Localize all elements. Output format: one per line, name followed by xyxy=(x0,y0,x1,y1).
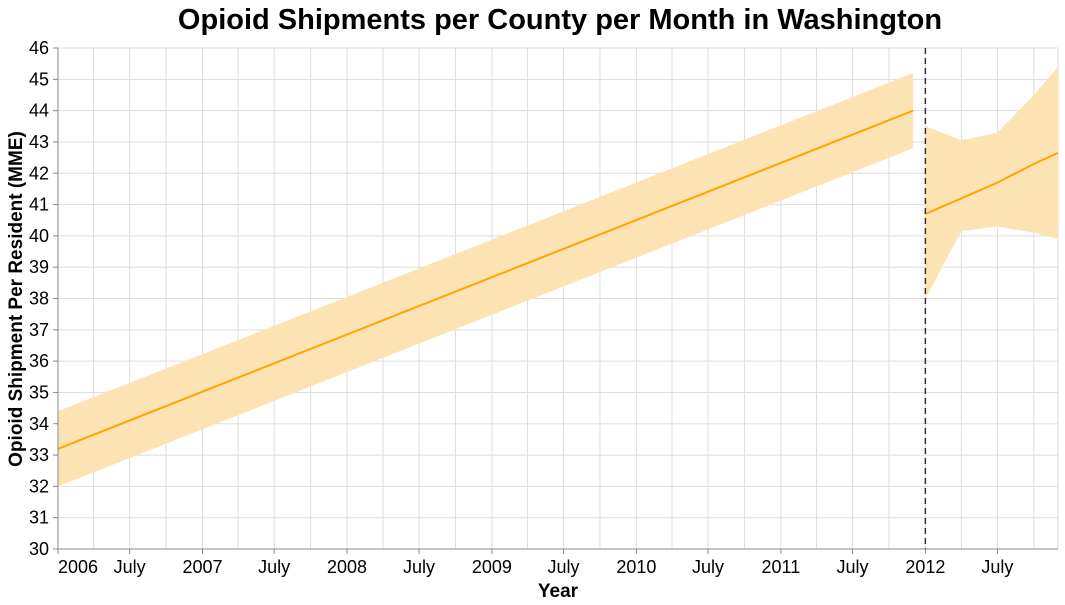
y-tick-label: 42 xyxy=(29,163,49,183)
y-tick-label: 32 xyxy=(29,476,49,496)
x-tick-label: 2012 xyxy=(905,557,945,577)
x-tick-label: July xyxy=(114,557,146,577)
y-tick-label: 39 xyxy=(29,257,49,277)
x-tick-label: 2008 xyxy=(327,557,367,577)
trend-line-before xyxy=(57,109,914,450)
y-tick-label: 33 xyxy=(29,445,49,465)
x-tick-label: July xyxy=(258,557,290,577)
y-axis-title: Opioid Shipment Per Resident (MME) xyxy=(6,131,27,467)
y-tick-label: 35 xyxy=(29,382,49,402)
x-tick-label: July xyxy=(981,557,1013,577)
x-axis-title: Year xyxy=(538,581,579,602)
chart-title: Opioid Shipments per County per Month in… xyxy=(178,4,942,36)
y-tick-label: 38 xyxy=(29,289,49,309)
confidence-band-after xyxy=(925,66,1058,299)
x-tick-label: 2010 xyxy=(616,557,656,577)
y-tick-label: 43 xyxy=(29,132,49,152)
y-tick-label: 40 xyxy=(29,226,49,246)
x-tick-label: July xyxy=(403,557,435,577)
y-tick-label: 41 xyxy=(29,195,49,215)
x-tick-label: July xyxy=(837,557,869,577)
y-tick-label: 30 xyxy=(29,539,49,559)
y-tick-label: 45 xyxy=(29,69,49,89)
y-tick-label: 37 xyxy=(29,320,49,340)
y-tick-label: 31 xyxy=(29,508,49,528)
x-tick-label: July xyxy=(548,557,580,577)
y-tick-label: 44 xyxy=(29,101,49,121)
axes: 30 31 32 33 34 35 36 37 38 39 40 41 42 43 44 45 46 2006 Ju… xyxy=(29,38,1058,577)
x-tick-label: 2006 xyxy=(58,557,98,577)
trend-lines xyxy=(57,109,1059,450)
x-tick-label: July xyxy=(692,557,724,577)
y-tick-label: 36 xyxy=(29,351,49,371)
x-tick-label: 2007 xyxy=(182,557,222,577)
y-tick-label: 46 xyxy=(29,38,49,58)
x-tick-label: 2011 xyxy=(762,557,801,577)
y-tick-label: 34 xyxy=(29,414,49,434)
trend-line-after xyxy=(924,151,1059,215)
x-tick-label: 2009 xyxy=(472,557,512,577)
